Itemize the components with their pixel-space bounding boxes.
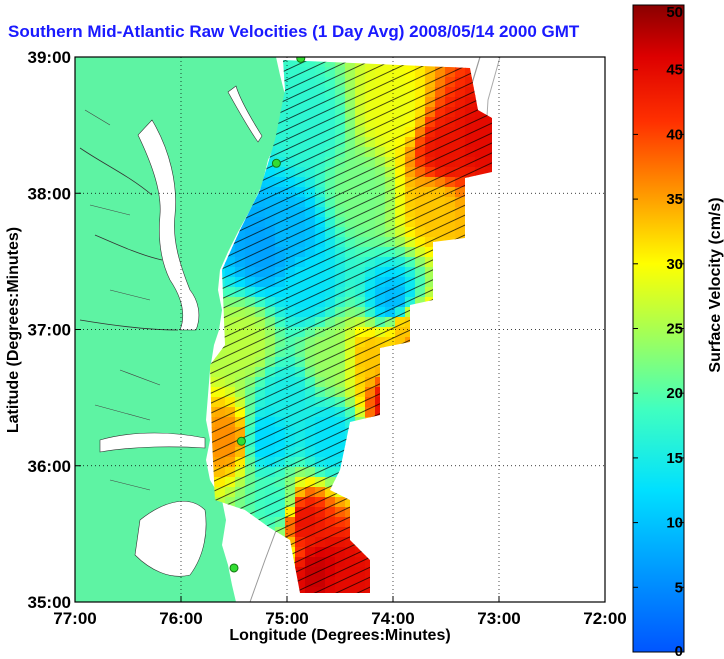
x-tick-label: 72:00 — [583, 609, 626, 628]
plot-area — [74, 56, 606, 603]
potomac-river — [79, 147, 153, 196]
y-tick-label: 39:00 — [28, 48, 71, 67]
colorbar-tick-label: 20 — [666, 385, 683, 402]
colorbar-tick-label: 50 — [666, 4, 683, 21]
y-axis: 35:00 36:00 37:00 38:00 39:00 — [28, 48, 81, 612]
x-tick-label: 75:00 — [265, 609, 308, 628]
colorbar-title: Surface Velocity (cm/s) — [707, 197, 724, 372]
colorbar-tick-label: 25 — [666, 321, 683, 338]
pamlico-sound — [134, 501, 207, 577]
colorbar-tick-label: 0 — [675, 643, 683, 659]
colorbar-tick-label: 45 — [666, 62, 683, 79]
x-tick-label: 73:00 — [477, 609, 520, 628]
gridlines — [75, 57, 605, 602]
colorbar-tick-label: 30 — [666, 256, 683, 273]
chesapeake-bay — [137, 119, 200, 331]
x-tick-label: 76:00 — [159, 609, 202, 628]
colorbar-ticks: 0 5 10 15 20 25 30 35 40 45 50 — [633, 4, 684, 659]
colorbar-tick-label: 40 — [666, 126, 683, 143]
y-tick-label: 36:00 — [28, 457, 71, 476]
y-tick-label: 38:00 — [28, 184, 71, 203]
x-tick-label: 77:00 — [53, 609, 96, 628]
hf-radar-site-1 — [296, 57, 306, 63]
y-tick-label: 37:00 — [28, 321, 71, 340]
rappahannock-river — [94, 234, 163, 261]
y-axis-title: Latitude (Degrees:Minutes) — [5, 227, 22, 433]
x-tick-label: 74:00 — [371, 609, 414, 628]
x-axis: 77:00 76:00 75:00 74:00 73:00 72:00 — [53, 596, 627, 628]
colorbar-tick-label: 5 — [675, 579, 683, 596]
delaware-bay — [227, 85, 263, 143]
colorbar: 0 5 10 15 20 25 30 35 40 45 50 Surface Velocity (c… — [632, 4, 724, 659]
hf-radar-site-2 — [271, 158, 281, 168]
hf-radar-site-3 — [236, 436, 246, 446]
james-river — [79, 319, 179, 331]
hf-radar-site-4 — [229, 563, 239, 573]
colorbar-tick-label: 35 — [666, 191, 683, 208]
x-axis-title: Longitude (Degrees:Minutes) — [229, 627, 450, 644]
map-title: Southern Mid-Atlantic Raw Velocities (1 … — [8, 22, 580, 41]
tributary-lines — [84, 109, 161, 491]
colorbar-tick-label: 15 — [666, 450, 683, 467]
velocity-vectors — [210, 60, 492, 593]
colorbar-tick-label: 10 — [666, 515, 683, 532]
albemarle-sound — [99, 432, 206, 453]
hf-radar-sites — [229, 57, 306, 573]
y-tick-label: 35:00 — [28, 593, 71, 612]
